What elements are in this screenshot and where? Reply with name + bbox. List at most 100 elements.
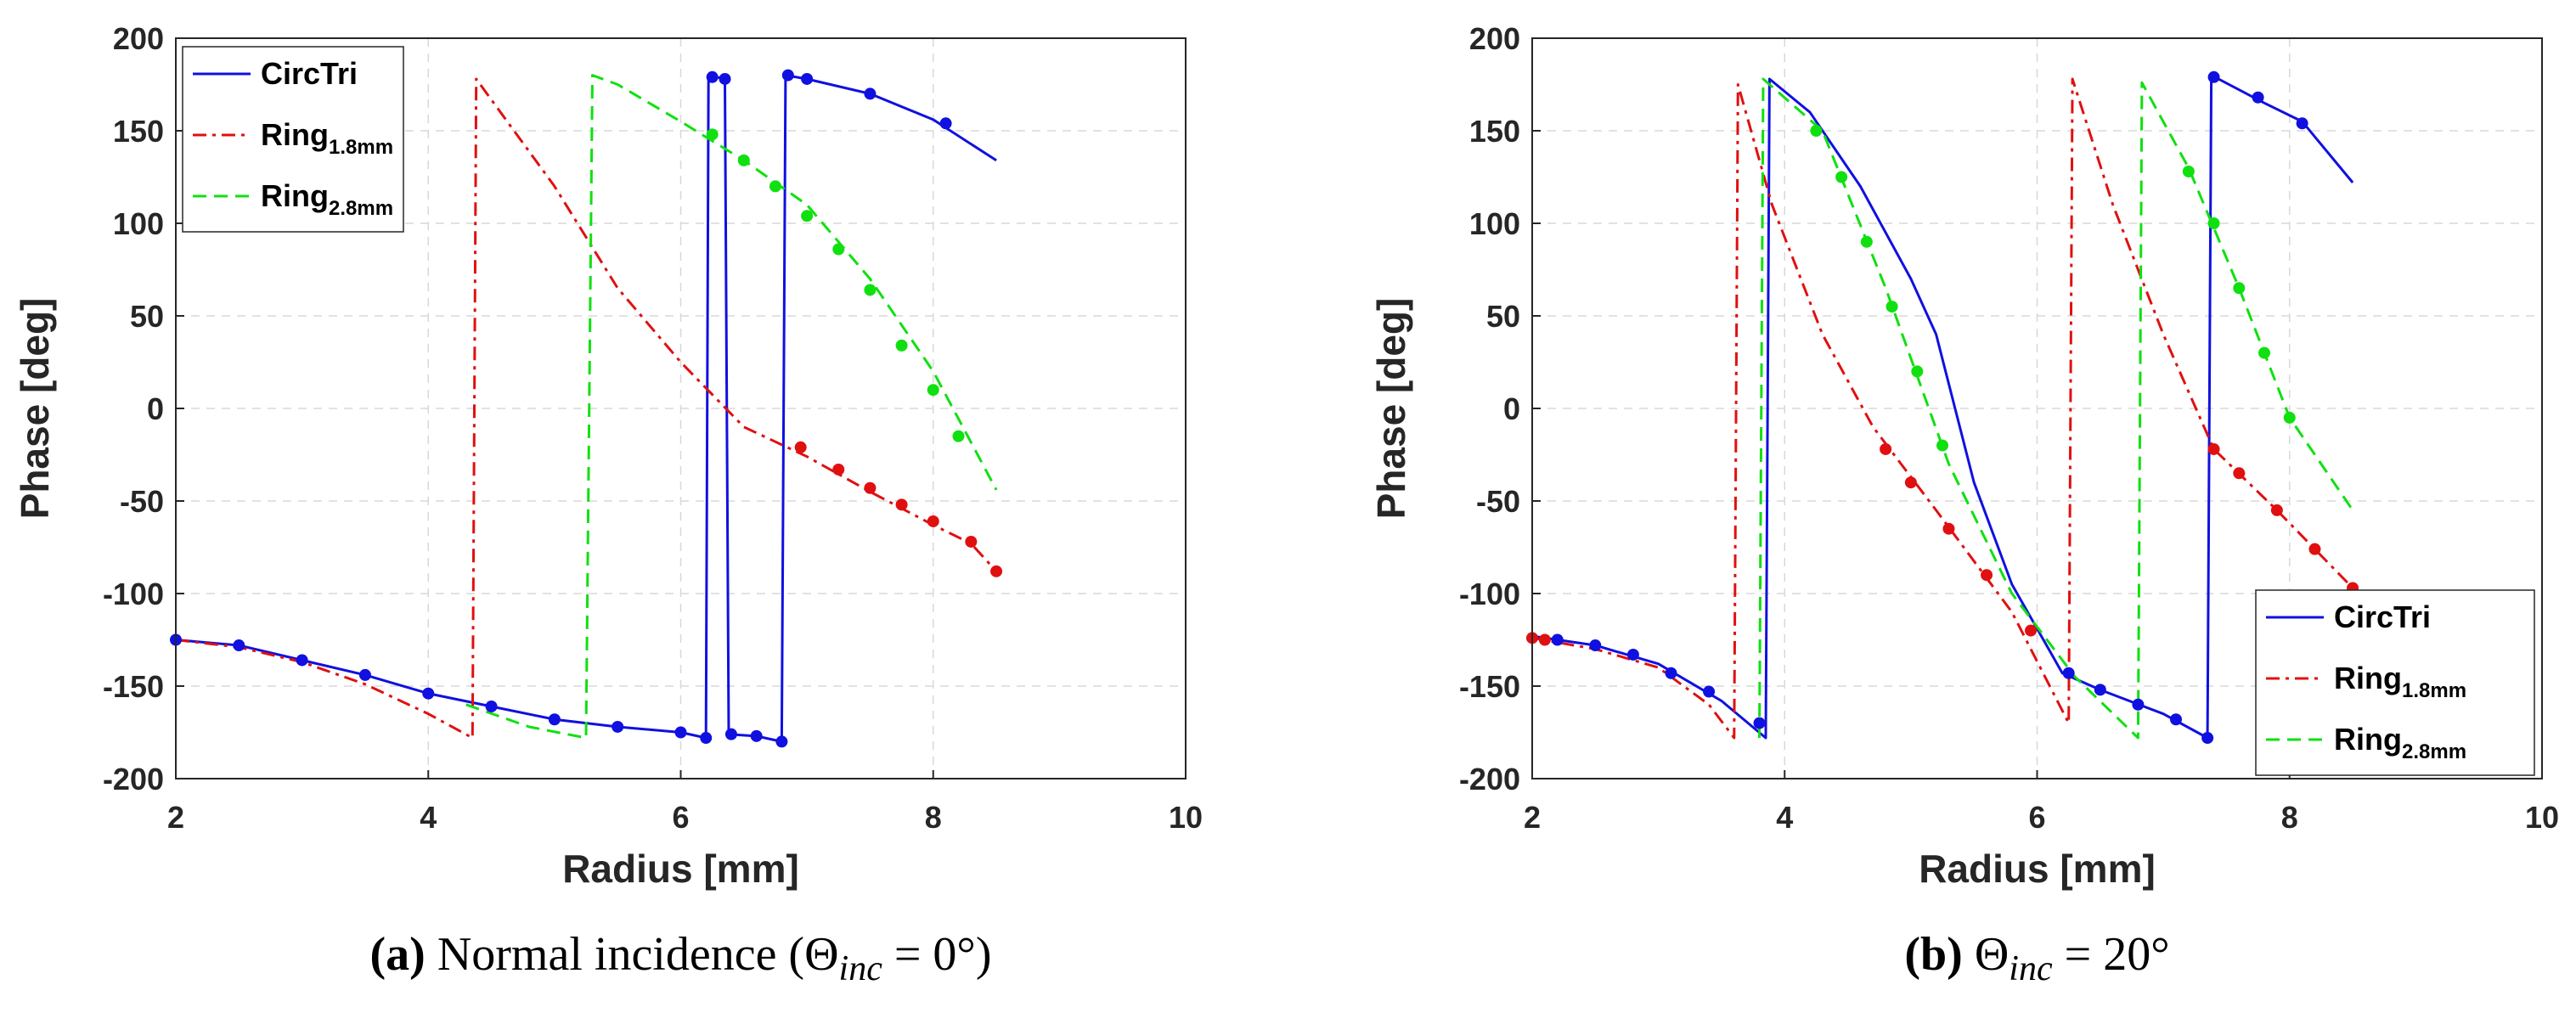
y-tick-label: 200 bbox=[113, 21, 164, 56]
data-point-ring2-8mm bbox=[769, 180, 781, 193]
data-point-ring1-8mm bbox=[832, 463, 845, 476]
data-point-circtri bbox=[1551, 633, 1564, 646]
data-point-circtri bbox=[2094, 684, 2106, 696]
data-point-ring1-8mm bbox=[927, 515, 939, 527]
data-point-ring2-8mm bbox=[801, 210, 814, 222]
x-tick-label: 2 bbox=[1524, 800, 1541, 835]
legend: CircTri Ring1.8mm Ring2.8mm bbox=[2255, 589, 2535, 776]
series-line-ring1-8mm bbox=[1531, 77, 2354, 740]
x-tick-label: 6 bbox=[672, 800, 689, 835]
data-point-ring2-8mm bbox=[2258, 346, 2271, 359]
data-point-ring1-8mm bbox=[1904, 476, 1917, 489]
data-point-circtri bbox=[422, 687, 435, 700]
data-point-ring1-8mm bbox=[2308, 543, 2321, 555]
y-tick-label: 100 bbox=[113, 206, 164, 241]
legend-entry-label: CircTri bbox=[261, 56, 358, 91]
data-point-circtri bbox=[2252, 91, 2264, 104]
data-point-ring1-8mm bbox=[2207, 442, 2220, 455]
data-point-circtri bbox=[2207, 70, 2220, 83]
data-point-ring1-8mm bbox=[864, 481, 877, 494]
series-line-circtri bbox=[1531, 74, 2354, 740]
data-point-ring1-8mm bbox=[1981, 569, 1993, 582]
data-point-ring2-8mm bbox=[1885, 301, 1898, 313]
data-point-ring2-8mm bbox=[1911, 365, 1924, 378]
data-point-ring2-8mm bbox=[952, 430, 965, 442]
data-point-circtri bbox=[781, 69, 794, 82]
data-point-circtri bbox=[939, 117, 952, 130]
x-tick-label: 8 bbox=[925, 800, 942, 835]
data-point-ring2-8mm bbox=[2182, 165, 2195, 177]
y-tick-label: -50 bbox=[120, 484, 164, 519]
data-point-ring1-8mm bbox=[2233, 467, 2246, 480]
data-point-circtri bbox=[674, 726, 687, 739]
data-point-ring2-8mm bbox=[706, 128, 719, 141]
y-tick-label: 150 bbox=[113, 114, 164, 149]
data-point-ring2-8mm bbox=[1835, 171, 1848, 183]
data-point-ring2-8mm bbox=[832, 243, 845, 256]
data-point-ring2-8mm bbox=[2283, 411, 2296, 424]
data-point-circtri bbox=[801, 72, 814, 85]
legend-entry-label: Ring1.8mm bbox=[261, 117, 393, 159]
y-tick-label: -100 bbox=[103, 577, 164, 611]
data-point-circtri bbox=[296, 654, 308, 667]
y-tick-label: 150 bbox=[1469, 114, 1520, 149]
data-point-ring2-8mm bbox=[2207, 217, 2220, 229]
figure-caption: (b) Θinc = 20° bbox=[1904, 928, 2169, 988]
data-point-circtri bbox=[724, 728, 737, 740]
data-point-circtri bbox=[1665, 667, 1677, 679]
data-point-circtri bbox=[548, 713, 561, 726]
data-point-ring1-8mm bbox=[794, 441, 807, 453]
y-tick-label: 0 bbox=[147, 391, 164, 426]
data-point-circtri bbox=[1753, 717, 1766, 729]
x-tick-label: 6 bbox=[2028, 800, 2045, 835]
data-point-ring2-8mm bbox=[864, 284, 877, 296]
chart-panel-b: 2 4 6 8 10 -200 -150 -100 -50 0 50 100 150 200 Radius … bbox=[1369, 21, 2559, 988]
data-point-ring1-8mm bbox=[990, 565, 1003, 577]
data-point-ring2-8mm bbox=[1936, 439, 1949, 452]
data-point-ring2-8mm bbox=[1860, 235, 1873, 248]
chart-panel-a: 2 4 6 8 10 -200 -150 -100 -50 0 50 100 150 200 Radius … bbox=[13, 21, 1203, 988]
data-point-ring1-8mm bbox=[895, 498, 908, 511]
data-point-circtri bbox=[233, 639, 245, 652]
data-point-circtri bbox=[2296, 117, 2308, 130]
data-point-circtri bbox=[485, 700, 498, 712]
y-tick-label: 0 bbox=[1503, 391, 1520, 426]
y-tick-label: -150 bbox=[103, 669, 164, 704]
data-point-circtri bbox=[1589, 639, 1602, 652]
data-point-ring2-8mm bbox=[1810, 125, 1823, 137]
legend-box bbox=[182, 46, 404, 233]
y-tick-label: -200 bbox=[103, 762, 164, 796]
data-point-circtri bbox=[706, 70, 719, 83]
series-line-ring2-8mm bbox=[1758, 77, 2354, 740]
data-point-ring1-8mm bbox=[965, 535, 978, 548]
data-point-circtri bbox=[2201, 732, 2214, 745]
data-point-circtri bbox=[1703, 685, 1716, 698]
legend-entry-label: Ring2.8mm bbox=[261, 178, 393, 220]
data-point-circtri bbox=[719, 72, 731, 85]
figure-caption: (a) Normal incidence (Θinc = 0°) bbox=[370, 928, 992, 988]
legend-entry-label: CircTri bbox=[2334, 599, 2431, 634]
data-point-circtri bbox=[700, 732, 713, 745]
data-point-ring2-8mm bbox=[2233, 282, 2246, 295]
data-point-circtri bbox=[1626, 648, 1639, 661]
y-tick-label: -50 bbox=[1476, 484, 1520, 519]
data-point-ring1-8mm bbox=[1880, 442, 1892, 455]
data-point-ring2-8mm bbox=[927, 384, 939, 397]
legend-entry-label: Ring1.8mm bbox=[2334, 661, 2466, 702]
y-axis-label: Phase [deg] bbox=[13, 298, 57, 520]
data-point-circtri bbox=[2169, 713, 2182, 726]
data-point-ring2-8mm bbox=[737, 154, 750, 166]
y-tick-label: -150 bbox=[1459, 669, 1520, 704]
data-point-circtri bbox=[775, 735, 788, 748]
legend: CircTri Ring1.8mm Ring2.8mm bbox=[182, 46, 404, 233]
data-point-ring1-8mm bbox=[1942, 522, 1955, 535]
data-point-circtri bbox=[864, 87, 877, 100]
legend-entry-label: Ring2.8mm bbox=[2334, 722, 2466, 763]
x-tick-label: 8 bbox=[2281, 800, 2298, 835]
x-axis-label: Radius [mm] bbox=[562, 847, 799, 891]
data-point-circtri bbox=[750, 729, 763, 742]
y-tick-label: 200 bbox=[1469, 21, 1520, 56]
data-point-ring1-8mm bbox=[2025, 624, 2038, 637]
x-tick-label: 4 bbox=[420, 800, 437, 835]
